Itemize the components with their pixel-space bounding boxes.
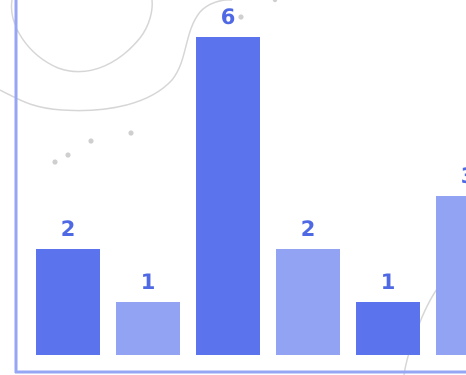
data-label-6: 3 [461, 164, 466, 188]
data-label-2: 1 [141, 270, 156, 294]
decor-dot [238, 14, 244, 20]
bar-1 [36, 249, 100, 355]
bar-4 [276, 249, 340, 355]
contour-line [0, 0, 232, 112]
data-labels: 2 1 6 2 1 3 [61, 5, 466, 294]
decor-dot [65, 152, 71, 158]
bar-3 [196, 37, 260, 355]
data-label-5: 1 [381, 270, 396, 294]
decor-dot [272, 0, 278, 3]
decor-dot [128, 130, 134, 136]
bar-5 [356, 302, 420, 355]
data-label-3: 6 [221, 5, 236, 29]
data-label-4: 2 [301, 217, 316, 241]
decor-dot [88, 138, 94, 144]
bar-series [36, 37, 466, 355]
bar-6 [436, 196, 466, 355]
contour-line [10, 0, 153, 73]
bar-2 [116, 302, 180, 355]
decor-dot [52, 159, 58, 165]
data-label-1: 2 [61, 217, 76, 241]
